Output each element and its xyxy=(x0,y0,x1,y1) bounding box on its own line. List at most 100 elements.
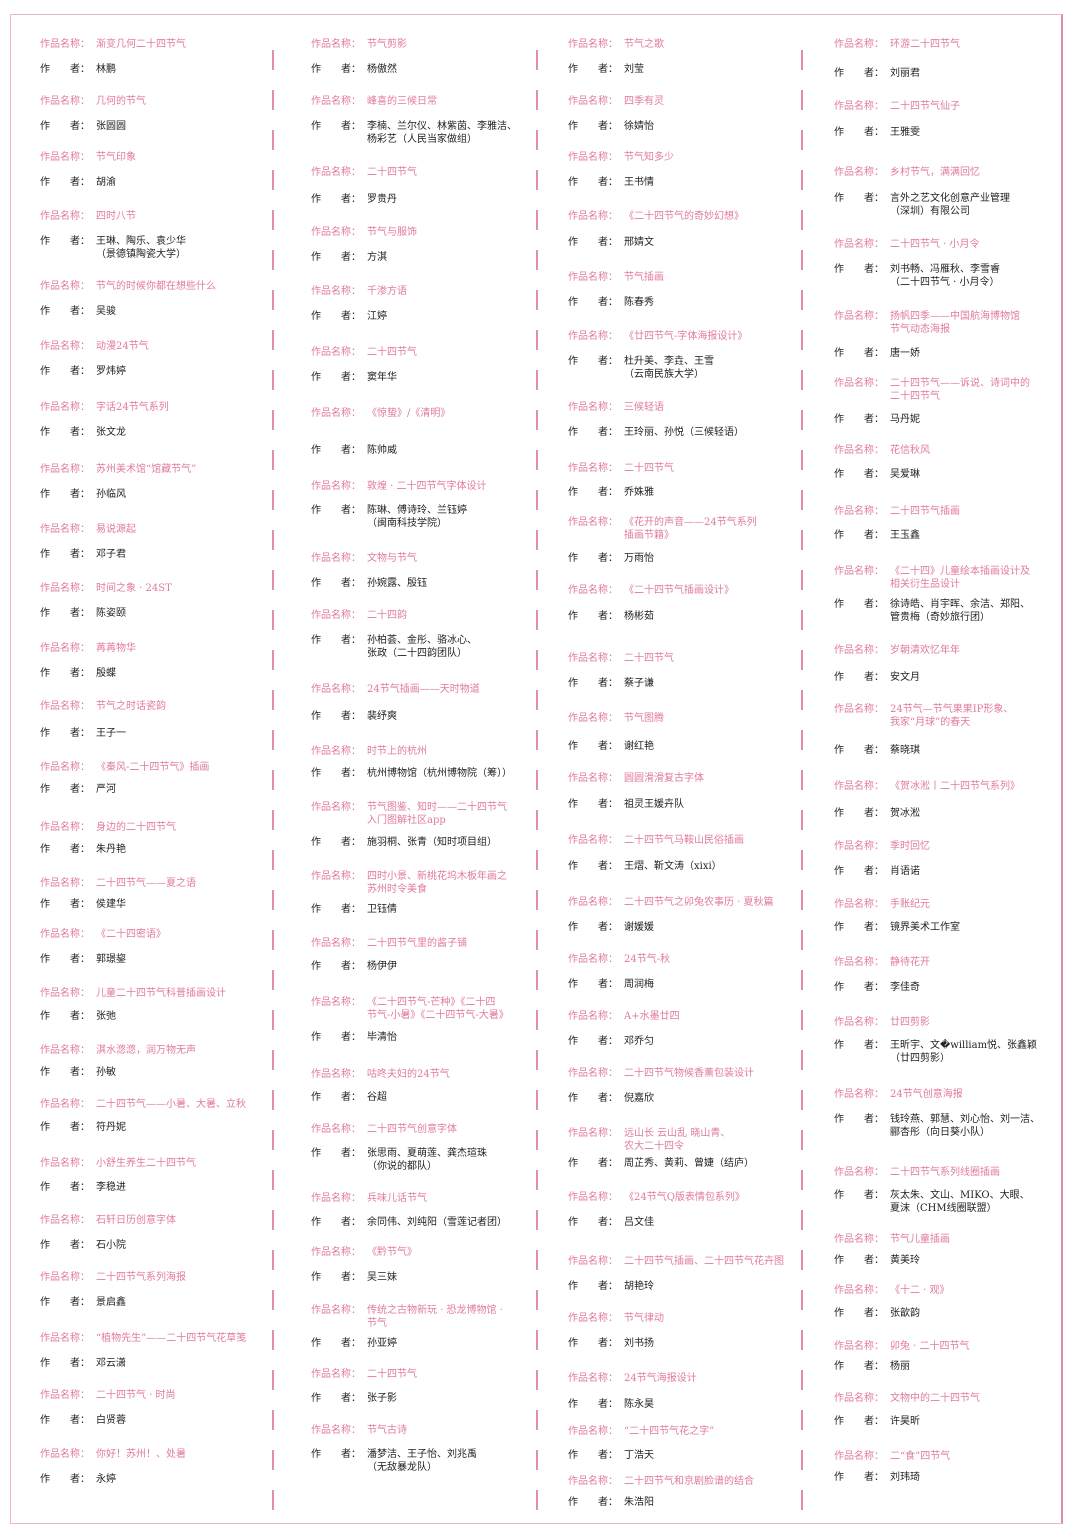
title-line: 四时八节 xyxy=(96,211,136,222)
title-value: 《二十四节气-芒种》《二十四 节气-小暑》《二十四节气-大暑》 xyxy=(367,996,509,1022)
author-line: 施羽桐、张青（知时项目组） xyxy=(367,837,497,848)
title-line: “二十四节气花之字” xyxy=(624,1426,715,1437)
author-line: 王玲丽、孙悦（三候轻语） xyxy=(624,427,744,438)
title-label: 作品名称： xyxy=(568,1426,618,1437)
author-line: 方淇 xyxy=(367,252,387,263)
author-line: 谷超 xyxy=(367,1092,387,1103)
author-label: 作 者： xyxy=(311,194,361,205)
title-value: 廿四剪影 xyxy=(890,1016,930,1029)
author-line: 陈姿颐 xyxy=(96,608,126,619)
work-author: 作 者： 倪嘉欣 xyxy=(568,1092,654,1105)
title-label: 作品名称： xyxy=(311,1305,361,1316)
title-value: 圆圆滑滑复古字体 xyxy=(624,772,704,785)
title-value: 二十四节气插画 xyxy=(890,505,960,518)
author-value: 施羽桐、张青（知时项目组） xyxy=(367,836,497,849)
author-value: 周润梅 xyxy=(624,978,654,991)
page-frame xyxy=(10,14,1063,1524)
title-label: 作品名称： xyxy=(568,1192,618,1203)
author-label: 作 者： xyxy=(568,741,618,752)
work-author: 作 者： 严河 xyxy=(40,783,116,796)
title-value: 二十四节气 · 小月令 xyxy=(890,238,980,251)
author-label: 作 者： xyxy=(311,904,361,915)
title-value: 节气的时候你都在想些什么 xyxy=(96,280,216,293)
title-line: 二十四节气和京剧脸谱的结合 xyxy=(624,1476,754,1487)
work-title: 作品名称： 二十四节气系列海报 xyxy=(40,1271,186,1284)
author-line: 徐婧怡 xyxy=(624,121,654,132)
work-title: 作品名称： 二十四节气之卯兔农事历 · 夏秋篇 xyxy=(568,896,774,909)
title-label: 作品名称： xyxy=(568,272,618,283)
title-line: 我家“月球”的春天 xyxy=(890,717,971,728)
author-label: 作 者： xyxy=(40,1358,90,1369)
author-line: 谢红艳 xyxy=(624,741,654,752)
author-label: 作 者： xyxy=(568,177,618,188)
author-label: 作 者： xyxy=(40,1011,90,1022)
title-label: 作品名称： xyxy=(311,39,361,50)
author-value: 王雅雯 xyxy=(890,126,920,139)
title-value: 二十四节气马鞍山民俗插画 xyxy=(624,834,744,847)
author-label: 作 者： xyxy=(568,1399,618,1410)
work-author: 作 者： 侯建华 xyxy=(40,898,126,911)
work-title: 作品名称： 节气之歌 xyxy=(568,38,664,51)
author-value: 胡艳玲 xyxy=(624,1280,654,1293)
author-line: 杨傲然 xyxy=(367,64,397,75)
title-value: 二十四节气 · 时尚 xyxy=(96,1389,176,1402)
title-value: 峰喜的三候日常 xyxy=(367,95,437,108)
author-line: 许昊昕 xyxy=(890,1416,920,1427)
author-value: 江婷 xyxy=(367,310,387,323)
work-author: 作 者： 杨伊伊 xyxy=(311,960,397,973)
title-value: 二十四节气 xyxy=(367,166,417,179)
column-separator xyxy=(272,50,274,1510)
title-line: 四季有灵 xyxy=(624,96,664,107)
title-value: 《十二 · 观》 xyxy=(890,1284,950,1297)
title-value: 静待花开 xyxy=(890,956,930,969)
work-author: 作 者： 安文月 xyxy=(834,671,920,684)
title-label: 作品名称： xyxy=(40,762,90,773)
author-label: 作 者： xyxy=(568,1036,618,1047)
title-label: 作品名称： xyxy=(311,227,361,238)
title-value: 卯兔 · 二十四节气 xyxy=(890,1340,970,1353)
title-line: 二十四节气 xyxy=(367,167,417,178)
title-label: 作品名称： xyxy=(311,553,361,564)
author-value: 李稳进 xyxy=(96,1181,126,1194)
author-value: 毕清怡 xyxy=(367,1031,397,1044)
author-value: 杨伊伊 xyxy=(367,960,397,973)
work-title: 作品名称： 节气之时话瓷韵 xyxy=(40,700,166,713)
title-line: 扬帆四季——中国航海博物馆 xyxy=(890,311,1020,322)
work-title: 作品名称： 二十四节气——小暑、大暑、立秋 xyxy=(40,1098,246,1111)
author-value: 吴骏 xyxy=(96,305,116,318)
author-value: 窦年华 xyxy=(367,371,397,384)
author-value: 王玉鑫 xyxy=(890,529,920,542)
author-line: 管贵梅（奇妙旅行团） xyxy=(890,612,990,623)
work-author: 作 者： 周芷秀、黄莉、曾婕（结庐） xyxy=(568,1157,754,1170)
work-title: 作品名称： 几何的节气 xyxy=(40,95,146,108)
author-line: （你说的都队） xyxy=(367,1161,437,1172)
title-label: 作品名称： xyxy=(834,1017,884,1028)
title-line: 节气之时话瓷韵 xyxy=(96,701,166,712)
title-value: 千渗方语 xyxy=(367,285,407,298)
author-value: 胡渝 xyxy=(96,176,116,189)
title-value: 二十四节气——小暑、大暑、立秋 xyxy=(96,1098,246,1111)
author-label: 作 者： xyxy=(40,1240,90,1251)
author-label: 作 者： xyxy=(311,837,361,848)
author-value: 贺冰淞 xyxy=(890,807,920,820)
author-label: 作 者： xyxy=(834,672,884,683)
author-line: 孙柏荟、金彤、骆冰心、 xyxy=(367,635,477,646)
title-value: 二“食”四节气 xyxy=(890,1450,950,1463)
work-author: 作 者： 吴骏 xyxy=(40,305,116,318)
author-line: 邓乔匀 xyxy=(624,1036,654,1047)
author-value: 杭州博物馆（杭州博物院（筹）） xyxy=(367,767,512,780)
work-title: 作品名称： 卯兔 · 二十四节气 xyxy=(834,1340,970,1353)
title-label: 作品名称： xyxy=(834,378,884,389)
work-title: 作品名称： 节气插画 xyxy=(568,271,664,284)
title-value: 动漫24节气 xyxy=(96,340,149,353)
title-label: 作品名称： xyxy=(40,402,90,413)
title-label: 作品名称： xyxy=(40,96,90,107)
title-line: 24节气插画——天时物道 xyxy=(367,684,480,695)
work-title: 作品名称： 《二十四》儿童绘本插画设计及 相关衍生品设计 xyxy=(834,565,1030,591)
title-value: “二十四节气花之字” xyxy=(624,1425,714,1438)
work-title: 作品名称： 《二十四节气-芒种》《二十四 节气-小暑》《二十四节气-大暑》 xyxy=(311,996,509,1022)
author-line: 镜界美术工作室 xyxy=(890,922,960,933)
author-label: 作 者： xyxy=(40,121,90,132)
author-line: 刘玮琦 xyxy=(890,1472,920,1483)
author-line: 刘莹 xyxy=(624,64,644,75)
